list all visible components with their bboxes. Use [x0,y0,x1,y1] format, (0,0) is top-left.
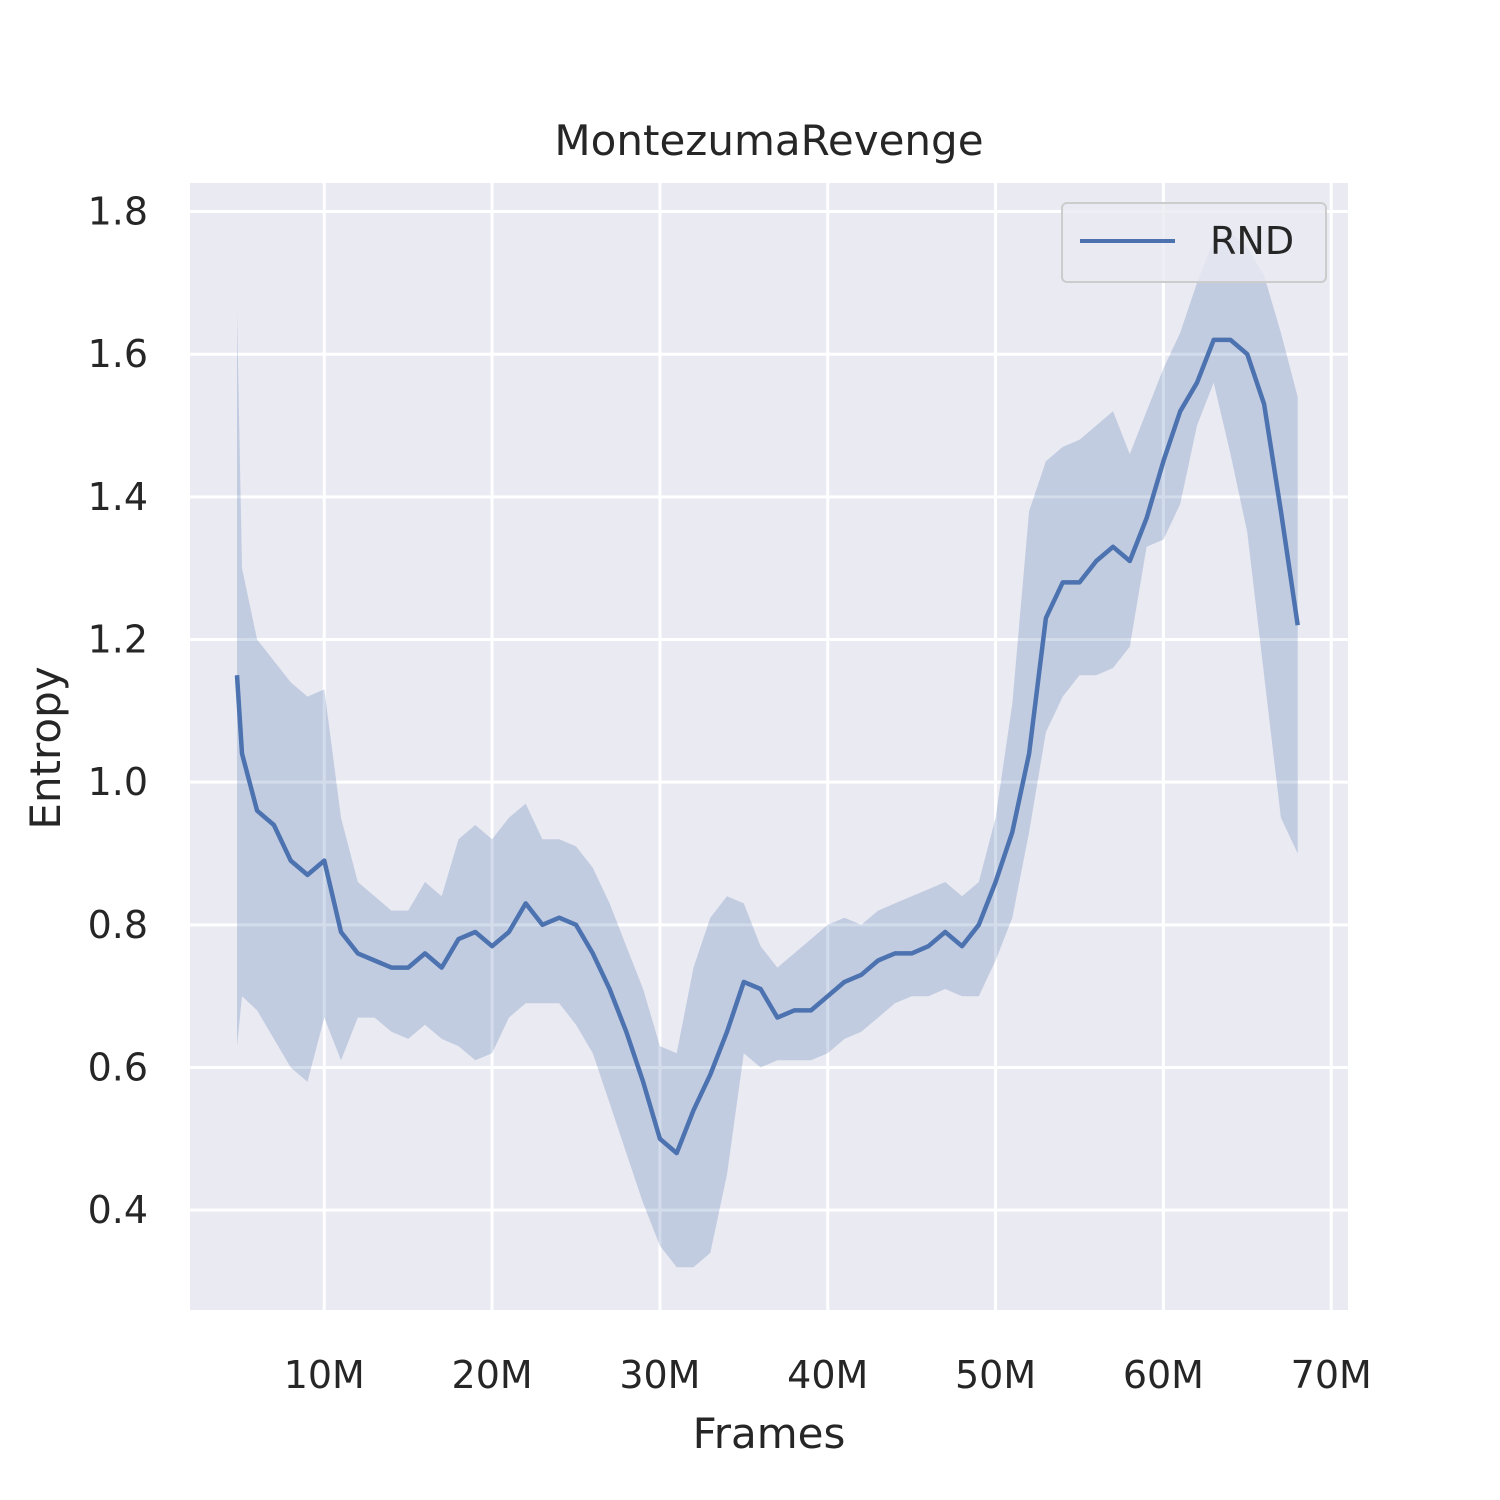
x-tick-label: 40M [787,1353,868,1397]
y-tick-label: 1.6 [88,332,148,376]
x-tick-label: 10M [284,1353,365,1397]
y-tick-labels: 0.4 0.6 0.8 1.0 1.2 1.4 1.6 1.8 [88,190,148,1233]
series-lines [234,337,1300,1156]
grid [190,183,1348,1310]
x-tick-label: 50M [955,1353,1036,1397]
y-tick-label: 0.8 [88,903,148,947]
y-axis-title: Entropy [21,666,70,829]
band-rnd [237,232,1298,1268]
x-tick-label: 70M [1291,1353,1372,1397]
series-line-rnd [234,337,1300,1156]
chart-title: MontezumaRevenge [554,116,983,165]
x-axis-title: Frames [693,1409,846,1458]
legend: RND [1061,202,1327,283]
x-tick-labels: 10M 20M 30M 40M 50M 60M 70M [284,1353,1372,1397]
plot-area [190,183,1348,1310]
y-tick-label: 0.6 [88,1045,148,1089]
y-tick-label: 1.0 [88,760,148,804]
x-tick-label: 20M [452,1353,533,1397]
legend-label-rnd: RND [1210,219,1294,263]
x-tick-label: 60M [1123,1353,1204,1397]
confidence-band [237,232,1298,1268]
y-tick-label: 1.8 [88,190,148,234]
legend-box [1061,202,1327,283]
x-tick-label: 30M [619,1353,700,1397]
y-tick-label: 0.4 [88,1188,148,1232]
y-tick-label: 1.2 [88,618,148,662]
y-tick-label: 1.4 [88,475,148,519]
